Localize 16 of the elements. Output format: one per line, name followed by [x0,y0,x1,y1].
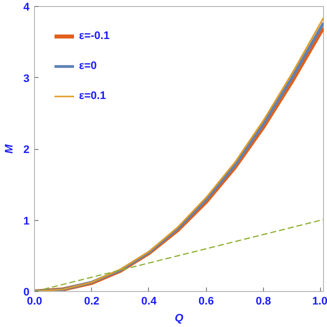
x-tick-label: 0.6 [198,296,214,308]
x-tick-label: 0.8 [256,296,272,308]
y-tick-label: 2 [23,144,30,156]
legend-label: ε=0.1 [79,90,106,102]
y-tick-label: 4 [23,2,30,14]
x-tick-label: 1.0 [312,296,327,308]
y-tick-label: 0 [23,286,30,298]
legend-label: ε=0 [79,60,98,72]
y-tick-label: 1 [23,215,30,228]
x-tick-label: 0.0 [26,296,42,308]
x-axis-title: Q [174,312,184,324]
y-axis-title: M [3,144,16,154]
x-tick-label: 0.2 [84,296,100,308]
legend-label: ε=-0.1 [79,30,110,42]
y-tick-label: 3 [23,72,30,85]
x-tick-label: 0.4 [141,296,158,308]
